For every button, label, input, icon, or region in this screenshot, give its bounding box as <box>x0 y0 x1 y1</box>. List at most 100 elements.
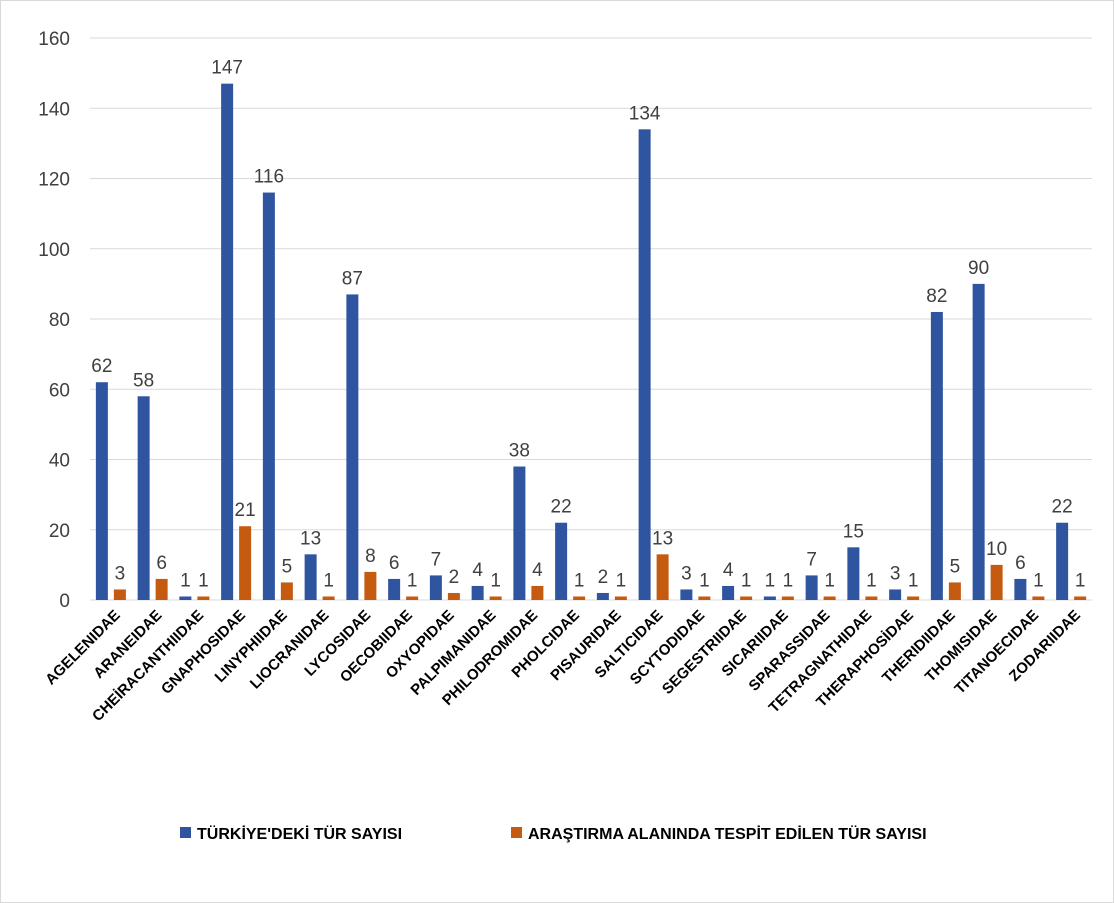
data-label: 1 <box>323 570 334 591</box>
bar-turkiye <box>596 592 609 600</box>
bar-turkiye <box>847 547 860 600</box>
data-label: 1 <box>765 570 776 591</box>
x-axis-labels: AGELENIDAEARANEIDAECHEİRACANTHIIDAEGNAPH… <box>42 607 1084 725</box>
data-label: 7 <box>431 549 442 570</box>
y-axis-ticks: 0 20 40 60 80 100 120 140 160 <box>38 29 70 612</box>
bar-turkiye <box>972 283 985 600</box>
legend-swatch-turkiye <box>180 827 191 838</box>
data-label: 2 <box>598 567 609 588</box>
y-tick-label: 80 <box>49 310 70 331</box>
bar-arastirma <box>781 596 794 600</box>
bar-arastirma <box>406 596 419 600</box>
data-label: 5 <box>950 556 961 577</box>
data-label: 82 <box>926 286 947 307</box>
data-label: 1 <box>866 570 877 591</box>
data-label: 1 <box>407 570 418 591</box>
legend: TÜRKİYE'DEKİ TÜR SAYISI ARAŞTIRMA ALANIN… <box>180 824 927 843</box>
data-label: 1 <box>1075 570 1086 591</box>
data-label: 13 <box>652 528 673 549</box>
data-label: 4 <box>723 560 734 581</box>
bar-turkiye <box>137 396 150 600</box>
bar-turkiye <box>555 522 568 600</box>
bar-turkiye <box>930 311 943 600</box>
data-label: 1 <box>1033 570 1044 591</box>
data-label: 1 <box>490 570 501 591</box>
bar-turkiye <box>388 578 401 600</box>
bar-arastirma <box>197 596 210 600</box>
data-label: 134 <box>629 103 661 124</box>
data-label: 1 <box>198 570 209 591</box>
data-label: 4 <box>472 560 483 581</box>
data-label: 15 <box>843 521 864 542</box>
bars <box>95 83 1087 601</box>
bar-turkiye <box>722 585 735 600</box>
data-label: 3 <box>890 563 901 584</box>
data-label: 4 <box>532 560 543 581</box>
data-label: 13 <box>300 528 321 549</box>
bar-arastirma <box>573 596 586 600</box>
bar-turkiye <box>179 596 192 600</box>
data-label: 8 <box>365 546 376 567</box>
data-label: 62 <box>91 356 112 377</box>
data-label: 1 <box>574 570 585 591</box>
bar-turkiye <box>805 575 818 600</box>
bar-arastirma <box>322 596 335 600</box>
bar-turkiye <box>429 575 442 600</box>
bar-turkiye <box>889 589 902 600</box>
legend-label-turkiye: TÜRKİYE'DEKİ TÜR SAYISI <box>197 824 402 843</box>
data-label: 1 <box>908 570 919 591</box>
data-label: 3 <box>115 563 126 584</box>
x-category-label: OECOBIIDAE <box>337 607 416 686</box>
bar-arastirma <box>990 564 1003 600</box>
bar-arastirma <box>907 596 920 600</box>
bar-arastirma <box>1074 596 1087 600</box>
y-tick-label: 40 <box>49 451 70 472</box>
bar-arastirma <box>1032 596 1045 600</box>
data-label: 7 <box>806 549 817 570</box>
y-tick-label: 160 <box>38 29 70 50</box>
data-label: 10 <box>986 539 1007 560</box>
data-label: 22 <box>1052 497 1073 518</box>
bar-arastirma <box>531 585 544 600</box>
data-label: 1 <box>824 570 835 591</box>
bar-arastirma <box>113 589 126 600</box>
bar-arastirma <box>239 526 252 600</box>
data-label: 5 <box>282 556 293 577</box>
bar-turkiye <box>1014 578 1027 600</box>
bar-arastirma <box>823 596 836 600</box>
bar-arastirma <box>155 578 168 600</box>
bar-turkiye <box>221 83 234 601</box>
data-label: 1 <box>616 570 627 591</box>
data-label: 1 <box>180 570 191 591</box>
bar-arastirma <box>865 596 878 600</box>
data-label: 6 <box>156 553 167 574</box>
data-label: 87 <box>342 268 363 289</box>
y-tick-label: 20 <box>49 521 70 542</box>
bar-arastirma <box>614 596 627 600</box>
y-tick-label: 120 <box>38 170 70 191</box>
y-tick-label: 100 <box>38 240 70 261</box>
gridlines <box>90 37 1092 601</box>
data-label: 38 <box>509 441 530 462</box>
bar-arastirma <box>698 596 711 600</box>
bar-arastirma <box>489 596 502 600</box>
y-tick-label: 60 <box>49 380 70 401</box>
data-label: 147 <box>211 58 243 79</box>
bar-turkiye <box>262 192 275 601</box>
data-label: 6 <box>1015 553 1026 574</box>
data-label: 22 <box>551 497 572 518</box>
data-label: 6 <box>389 553 400 574</box>
bar-turkiye <box>471 585 484 600</box>
bar-turkiye <box>513 466 526 600</box>
y-tick-label: 140 <box>38 99 70 120</box>
y-tick-label: 0 <box>59 591 70 612</box>
bar-turkiye <box>95 382 108 600</box>
x-category-label: THERIDIIDAE <box>879 607 959 687</box>
data-label: 3 <box>681 563 692 584</box>
data-label: 58 <box>133 370 154 391</box>
bar-arastirma <box>948 582 961 600</box>
data-label: 1 <box>699 570 710 591</box>
data-label: 2 <box>449 567 460 588</box>
